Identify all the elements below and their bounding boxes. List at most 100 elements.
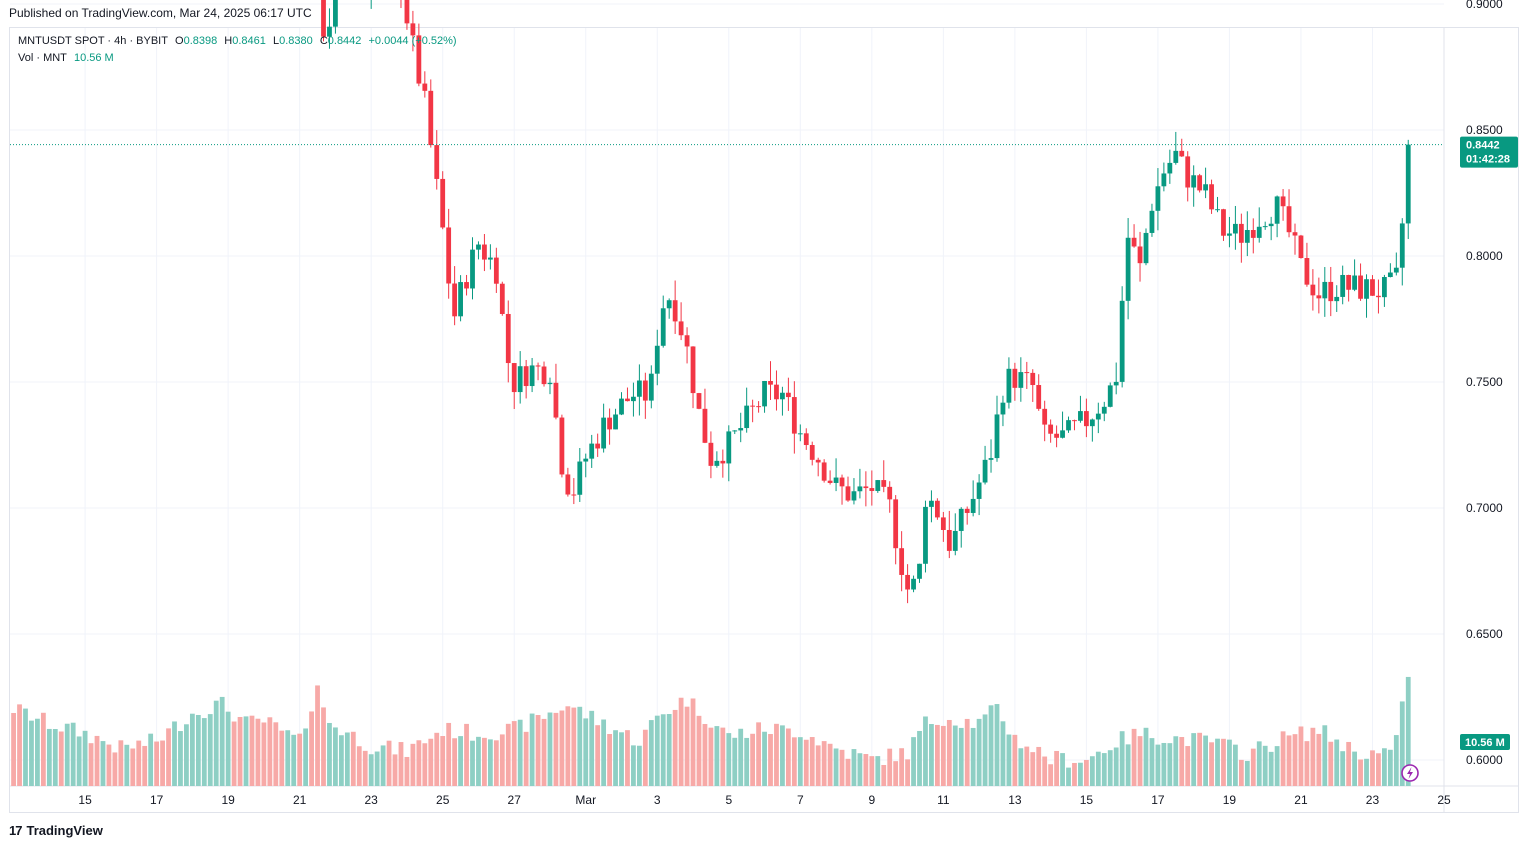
volume-bar [1328,741,1334,786]
volume-bar [1298,726,1304,786]
volume-bar [780,725,785,786]
volume-bar [893,761,899,786]
candle-body [1274,196,1280,224]
candle-body [970,498,976,513]
volume-bar [261,722,267,786]
volume-bar [1346,741,1352,786]
volume-bar [386,740,392,786]
volume-bar [1000,721,1006,786]
candle-body [1393,267,1399,273]
volume-bar [213,700,219,786]
volume-bar [476,736,481,786]
candle-body [803,433,809,446]
volume-bar [142,745,148,786]
volume-bar [535,715,541,786]
candle-body [1209,184,1214,210]
volume-bar [1143,727,1149,786]
candle-body [541,366,547,385]
candle-body [648,373,654,401]
candle-body [1042,408,1048,425]
candle-body [678,321,684,336]
volume-bar [595,725,601,786]
legend-volume-label[interactable]: Vol · MNT [18,52,67,64]
volume-bar [1280,731,1286,786]
volume-bar [231,721,237,786]
candle-body [1340,274,1346,297]
volume-bar [940,725,946,786]
candle-body [911,578,916,590]
volume-bar [1191,733,1197,786]
candle-body [827,480,833,483]
volume-bar [923,716,928,786]
candle-body [1298,235,1304,259]
candle-body [535,365,541,367]
volume-bar [368,754,374,786]
y-tick-label: 0.6500 [1466,627,1503,641]
last-price-value: 0.8442 [1466,140,1500,152]
candle-body [1072,420,1077,422]
volume-bar [619,732,624,786]
legend-open-value: 0.8398 [183,35,218,47]
volume-bar [607,733,612,786]
volume-bar [148,733,154,786]
candle-body [458,282,463,317]
candle-body [1364,279,1369,299]
candle-body [1244,230,1250,243]
volume-bar [1221,738,1226,786]
candle-body [1131,237,1137,247]
volume-bar [1185,746,1191,786]
candle-body [434,145,440,179]
candle-body [952,530,958,551]
candle-body [589,443,595,459]
candle-body [982,459,988,483]
volume-bar [517,719,523,786]
candle-body [923,506,928,564]
volume-bar [583,718,589,786]
legend-symbol[interactable]: MNTUSDT SPOT · 4h · BYBIT [18,35,168,47]
x-tick-label: 17 [1151,793,1165,807]
legend-open-label: O [175,35,184,47]
volume-bar [46,728,52,786]
volume-bar [1048,764,1054,786]
volume-bar [493,740,499,786]
volume-bar [404,756,410,786]
volume-bar [1107,750,1113,786]
candle-body [1155,186,1161,211]
volume-bar [88,743,94,786]
volume-bar [499,734,505,786]
x-tick-label: 15 [78,793,92,807]
x-tick-label: 15 [1080,793,1094,807]
volume-bar [988,705,994,786]
legend-close-value: 0.8442 [327,35,362,47]
volume-bar [613,730,618,786]
volume-bar [1101,753,1107,786]
footer-brand[interactable]: 17 TradingView [9,823,103,838]
candle-body [780,392,785,400]
candle-body [642,380,648,401]
candle-body [333,0,338,27]
y-tick-label: 0.7000 [1466,501,1503,515]
volume-bar [577,706,583,786]
candle-body [875,480,881,491]
candle-body [702,408,708,443]
volume-bar [267,717,273,786]
candle-body [774,384,779,400]
candle-body [1238,223,1244,243]
volume-bar [774,723,779,786]
volume-bar [1149,738,1155,786]
volume-bar [17,704,22,786]
candle-body [1346,274,1352,290]
volume-bar [738,728,744,786]
candle-body [684,335,690,347]
volume-bar [362,750,368,786]
volume-bar [857,753,863,786]
last-price-tag [1460,136,1518,168]
volume-bar [768,734,773,786]
candle-body [1000,402,1006,415]
candle-body [553,382,559,418]
candle-body [1119,300,1125,382]
candle-body [559,417,565,475]
volume-bar [511,721,517,786]
candle-body [762,380,767,407]
